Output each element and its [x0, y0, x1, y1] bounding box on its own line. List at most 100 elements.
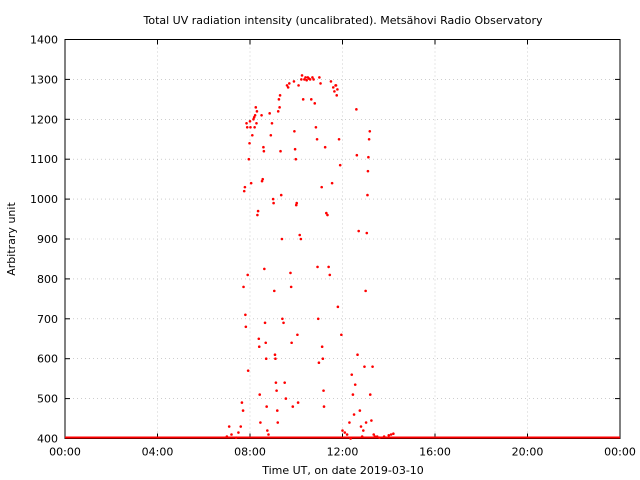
data-point — [320, 345, 324, 349]
data-point — [263, 267, 266, 271]
data-point — [358, 409, 362, 412]
data-point — [247, 157, 251, 161]
data-point — [268, 112, 271, 115]
data-point — [257, 337, 261, 341]
data-point — [252, 118, 255, 121]
data-point — [225, 435, 229, 438]
x-tick-label: 00:00 — [604, 446, 636, 459]
data-point — [387, 434, 391, 437]
data-point — [323, 145, 327, 149]
data-point — [359, 425, 363, 428]
y-tick-label: 800 — [37, 273, 58, 286]
data-point — [364, 421, 368, 424]
data-point — [312, 78, 315, 81]
data-point — [304, 76, 307, 79]
data-point — [331, 86, 335, 89]
data-point — [283, 381, 286, 384]
data-point — [291, 405, 295, 408]
data-point — [292, 80, 296, 83]
data-point — [258, 393, 262, 396]
data-point — [355, 153, 359, 157]
data-point — [284, 397, 288, 400]
data-point — [259, 421, 262, 424]
y-tick-label: 500 — [37, 393, 58, 406]
data-point — [338, 163, 342, 167]
data-point — [382, 435, 386, 438]
data-point — [317, 361, 321, 364]
x-tick-label: 16:00 — [419, 446, 451, 459]
gridlines — [65, 39, 620, 439]
data-point — [230, 433, 233, 436]
data-point — [263, 321, 267, 325]
y-tick-label: 1200 — [30, 113, 58, 126]
data-point — [372, 433, 376, 436]
data-point — [330, 181, 334, 185]
data-point — [248, 141, 251, 145]
data-point — [281, 317, 284, 321]
data-point — [371, 365, 374, 368]
data-point — [366, 193, 369, 197]
data-point — [275, 409, 279, 412]
data-point — [333, 90, 336, 93]
data-point — [353, 383, 357, 386]
data-point — [367, 137, 371, 141]
chart-title: Total UV radiation intensity (uncalibrat… — [143, 14, 543, 27]
data-point — [274, 357, 277, 361]
data-point — [273, 353, 277, 357]
y-tick-label: 700 — [37, 313, 58, 326]
data-point — [256, 213, 259, 217]
data-point — [329, 80, 333, 83]
data-point — [341, 429, 344, 432]
data-point — [316, 317, 320, 321]
data-point — [251, 133, 254, 137]
data-point — [246, 273, 249, 277]
data-point — [275, 389, 278, 392]
data-point — [239, 425, 243, 428]
data-point — [288, 82, 291, 85]
data-point — [237, 431, 240, 434]
data-point — [293, 147, 297, 151]
data-point — [325, 211, 328, 215]
data-point — [335, 94, 339, 97]
data-point — [392, 432, 395, 436]
data-point — [242, 285, 245, 289]
data-point — [243, 185, 247, 189]
data-point — [289, 271, 292, 275]
data-point — [328, 273, 332, 277]
data-point — [366, 169, 370, 173]
data-point — [271, 197, 275, 201]
data-point — [242, 189, 246, 193]
data-point — [244, 325, 248, 329]
data-point — [276, 421, 280, 424]
data-point — [256, 209, 260, 213]
data-point — [282, 321, 285, 325]
data-point — [305, 78, 308, 82]
x-axis-label: Time UT, on date 2019-03-10 — [261, 464, 424, 477]
y-tick-label: 1000 — [30, 193, 58, 206]
data-point — [267, 433, 270, 436]
data-point — [360, 435, 364, 438]
data-point — [289, 285, 293, 289]
data-point — [300, 78, 303, 81]
data-point — [290, 341, 293, 345]
data-point — [234, 436, 238, 440]
data-point — [298, 233, 302, 237]
data-point — [355, 108, 358, 111]
data-point — [245, 125, 249, 129]
data-point — [351, 393, 355, 396]
data-point — [308, 78, 312, 81]
data-point — [244, 313, 247, 317]
x-axis-ticks: 00:00 04:00 08:00 12:00 16:00 20:00 00:00 — [49, 39, 636, 459]
data-point — [343, 431, 347, 434]
data-point — [352, 413, 356, 416]
data-point — [349, 437, 352, 440]
data-point — [295, 201, 299, 205]
data-point — [301, 98, 305, 101]
data-point — [280, 237, 284, 241]
data-point — [318, 76, 321, 79]
data-point — [345, 433, 349, 436]
data-point — [299, 237, 303, 241]
y-tick-label: 1400 — [30, 34, 58, 47]
data-point — [322, 405, 326, 408]
